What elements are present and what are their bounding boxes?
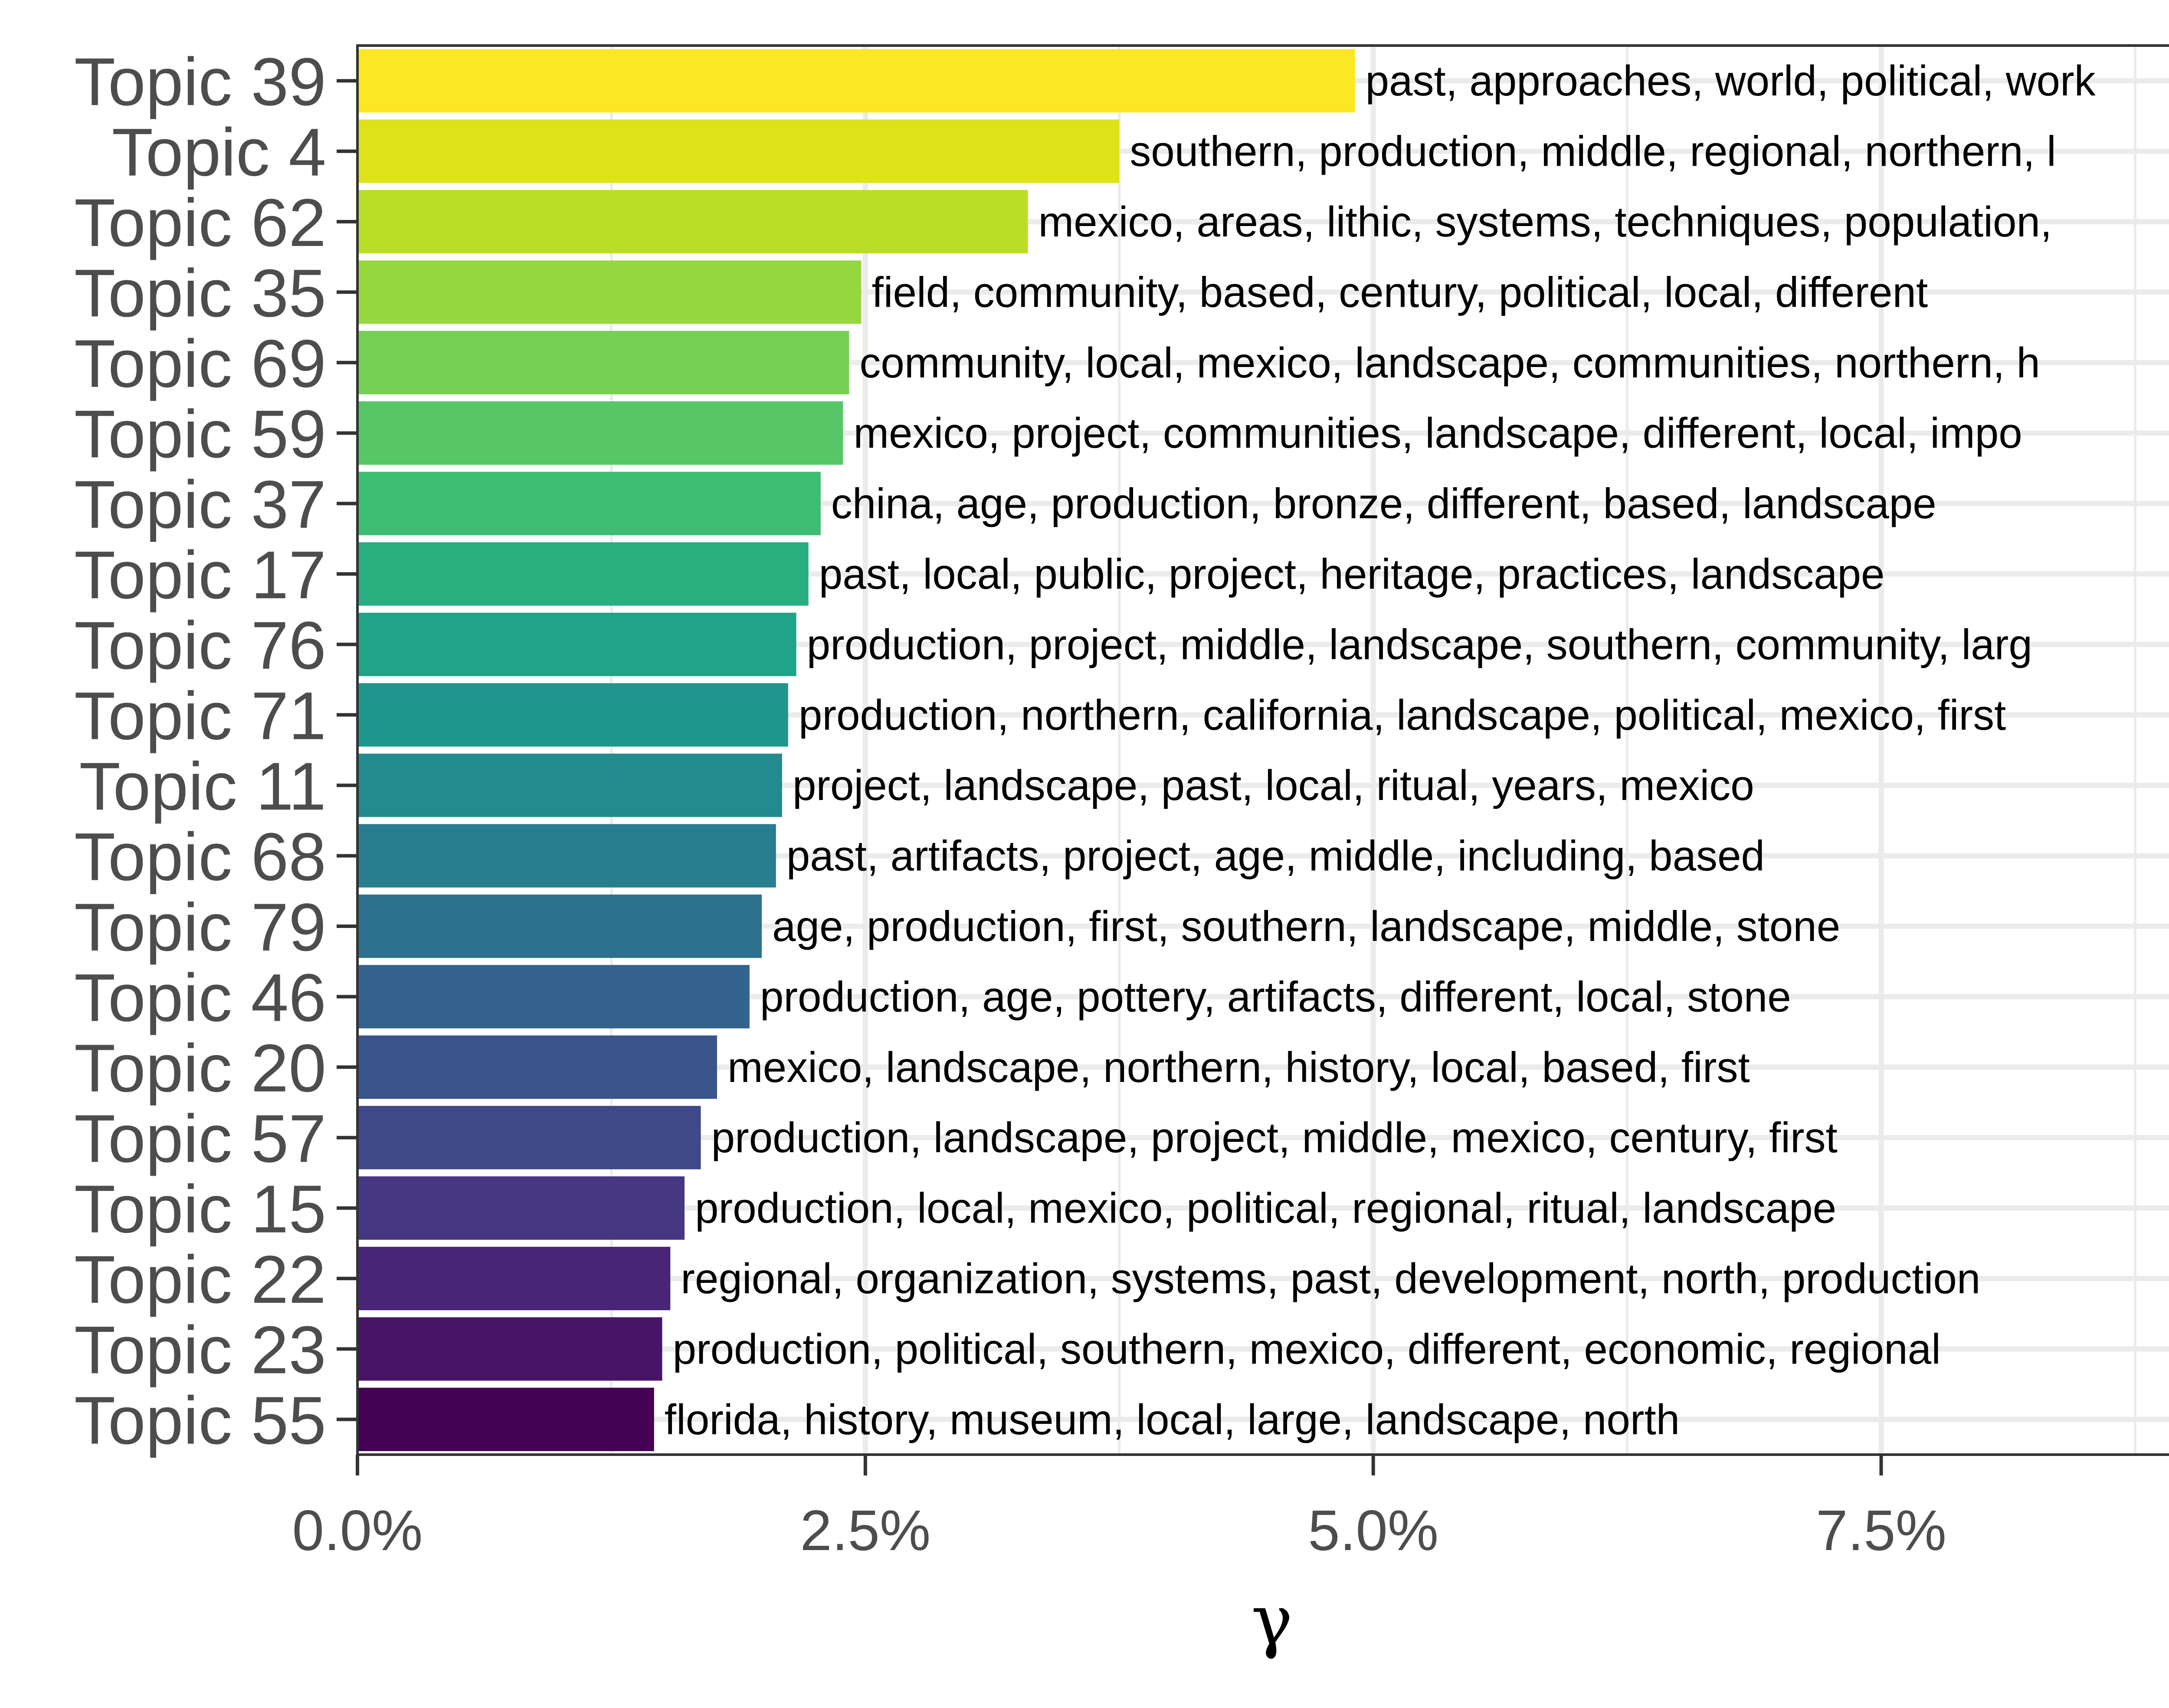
- y-tick-label: Topic 55: [74, 1383, 326, 1459]
- bar: [357, 965, 750, 1029]
- y-tick-label: Topic 59: [74, 397, 326, 472]
- bar: [357, 542, 809, 606]
- bar: [357, 754, 782, 817]
- bar-label: community, local, mexico, landscape, com…: [859, 339, 2040, 387]
- x-tick-label: 2.5%: [800, 1498, 931, 1562]
- bar: [357, 613, 796, 676]
- bar: [357, 190, 1028, 254]
- x-axis: 0.0% 2.5% 5.0% 7.5%: [292, 1455, 1946, 1562]
- bar: [357, 119, 1120, 183]
- bar: [357, 1387, 654, 1451]
- y-tick-label: Topic 37: [74, 467, 326, 543]
- x-tick-label: 7.5%: [1816, 1498, 1946, 1562]
- y-tick-label: Topic 23: [74, 1312, 326, 1388]
- y-tick-label: Topic 71: [74, 679, 326, 754]
- bar-label: production, northern, california, landsc…: [799, 691, 2006, 739]
- y-tick-label: Topic 15: [74, 1172, 326, 1247]
- y-tick-label: Topic 11: [79, 749, 326, 824]
- bar: [357, 1246, 671, 1311]
- grid: [357, 46, 2169, 1455]
- bar-label: production, landscape, project, middle, …: [711, 1114, 1837, 1161]
- bar: [357, 472, 821, 535]
- bar-labels: past, approaches, world, political, work…: [665, 57, 2096, 1443]
- bar-label: past, approaches, world, political, work: [1366, 57, 2096, 105]
- bar-label: production, age, pottery, artifacts, dif…: [760, 973, 1791, 1020]
- y-tick-label: Topic 39: [74, 44, 326, 120]
- x-tick-label: 0.0%: [292, 1498, 423, 1562]
- x-tick-label: 5.0%: [1308, 1498, 1438, 1562]
- panel-border: [356, 44, 2169, 1456]
- bar-label: production, local, mexico, political, re…: [695, 1184, 1836, 1232]
- bar-label: mexico, landscape, northern, history, lo…: [727, 1043, 1750, 1091]
- bar-label: production, political, southern, mexico,…: [673, 1325, 1941, 1373]
- bar-label: project, landscape, past, local, ritual,…: [793, 761, 1754, 809]
- y-tick-label: Topic 20: [74, 1031, 326, 1106]
- y-tick-label: Topic 69: [74, 326, 326, 402]
- y-tick-label: Topic 46: [74, 960, 326, 1036]
- bar: [357, 824, 776, 888]
- bar: [357, 401, 843, 465]
- y-tick-label: Topic 17: [74, 538, 326, 613]
- y-tick-label: Topic 76: [74, 608, 326, 683]
- bar: [357, 894, 762, 958]
- bar-label: production, project, middle, landscape, …: [807, 620, 2032, 668]
- bar-label: past, artifacts, project, age, middle, i…: [786, 832, 1765, 880]
- y-tick-label: Topic 79: [74, 890, 326, 965]
- x-axis-title: γ: [1251, 1580, 1293, 1661]
- y-tick-label: Topic 62: [74, 185, 326, 261]
- bar-label: regional, organization, systems, past, d…: [681, 1255, 1980, 1302]
- bar-label: southern, production, middle, regional, …: [1130, 128, 2056, 175]
- bar: [357, 1176, 685, 1240]
- y-tick-label: Topic 68: [74, 820, 326, 895]
- bars: [357, 49, 1355, 1451]
- y-tick-label: Topic 35: [74, 256, 326, 331]
- bar-label: age, production, first, southern, landsc…: [772, 902, 1840, 950]
- panel-background: [357, 46, 2169, 1455]
- bar-label: field, community, based, century, politi…: [872, 268, 1928, 316]
- bar-label: mexico, areas, lithic, systems, techniqu…: [1039, 198, 2052, 246]
- bar: [357, 683, 788, 747]
- bar: [357, 260, 862, 324]
- bar: [357, 1317, 662, 1381]
- y-tick-label: Topic 4: [112, 115, 326, 190]
- bar-label: china, age, production, bronze, differen…: [831, 480, 1936, 528]
- bar-label: mexico, project, communities, landscape,…: [853, 409, 2022, 457]
- y-tick-label: Topic 22: [74, 1242, 326, 1318]
- bar-label: florida, history, museum, local, large, …: [665, 1396, 1680, 1443]
- bar: [357, 49, 1355, 113]
- bar: [357, 331, 849, 394]
- bar-label: past, local, public, project, heritage, …: [819, 550, 1885, 598]
- bar: [357, 1035, 717, 1099]
- y-tick-label: Topic 57: [74, 1101, 326, 1177]
- bar: [357, 1106, 701, 1170]
